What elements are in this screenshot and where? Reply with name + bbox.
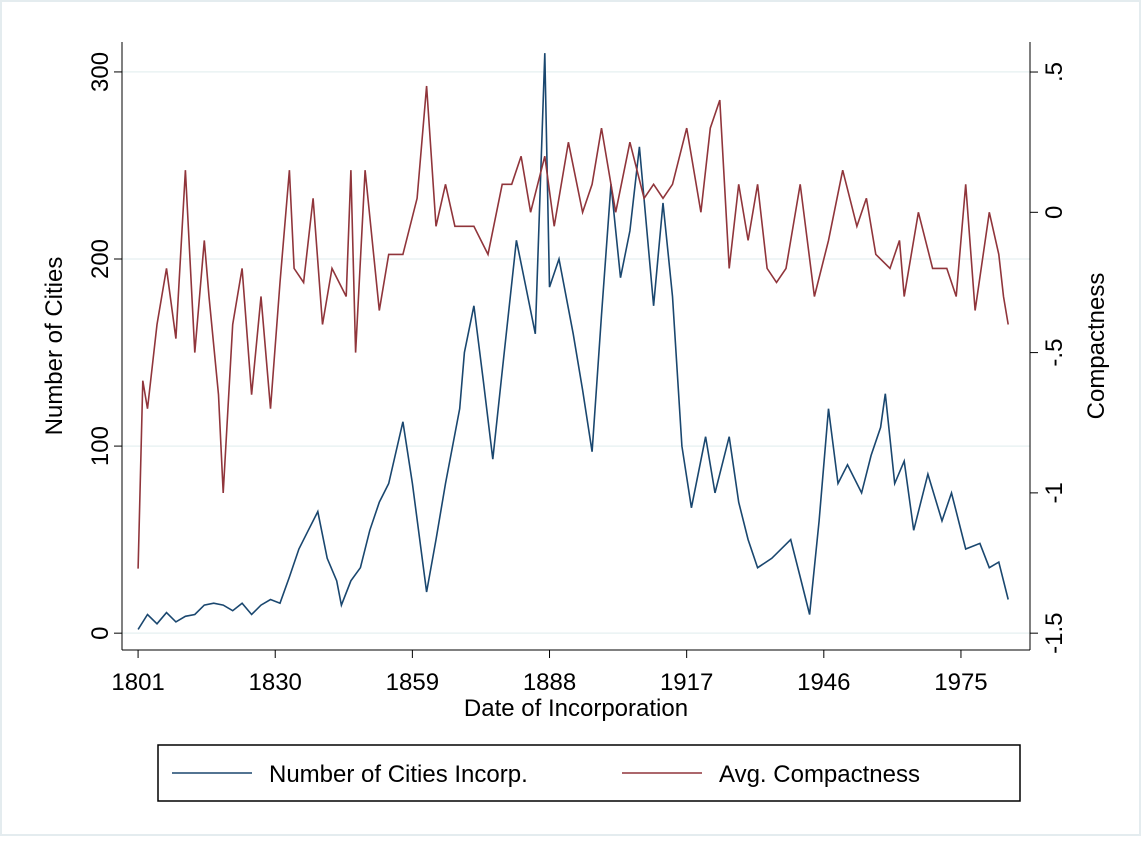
x-tick-label: 1917 bbox=[660, 669, 713, 696]
y2-tick-label: -1 bbox=[1041, 482, 1068, 503]
x-tick-label: 1975 bbox=[934, 669, 987, 696]
y-axis-label: Number of Cities bbox=[41, 257, 68, 436]
y-tick-label: 300 bbox=[87, 52, 114, 92]
x-axis-label: Date of Incorporation bbox=[464, 695, 688, 722]
x-tick-label: 1946 bbox=[797, 669, 850, 696]
y2-tick-label: 0 bbox=[1041, 206, 1068, 219]
series-line bbox=[137, 53, 1009, 630]
legend-label: Number of Cities Incorp. bbox=[269, 761, 528, 788]
y-tick-label: 200 bbox=[87, 239, 114, 279]
y2-tick-label: .5 bbox=[1041, 62, 1068, 82]
x-tick-label: 1801 bbox=[111, 669, 164, 696]
legend bbox=[157, 744, 1021, 802]
x-tick-label: 1859 bbox=[386, 669, 439, 696]
y2-tick-label: -.5 bbox=[1041, 339, 1068, 367]
x-tick-label: 1830 bbox=[249, 669, 302, 696]
x-tick-label: 1888 bbox=[523, 669, 576, 696]
legend-label: Avg. Compactness bbox=[719, 761, 920, 788]
y2-tick-label: -1.5 bbox=[1041, 612, 1068, 653]
y-tick-label: 0 bbox=[87, 626, 114, 639]
y2-axis-label: Compactness bbox=[1083, 273, 1110, 420]
y-tick-label: 100 bbox=[87, 426, 114, 466]
series-line bbox=[137, 85, 1009, 569]
